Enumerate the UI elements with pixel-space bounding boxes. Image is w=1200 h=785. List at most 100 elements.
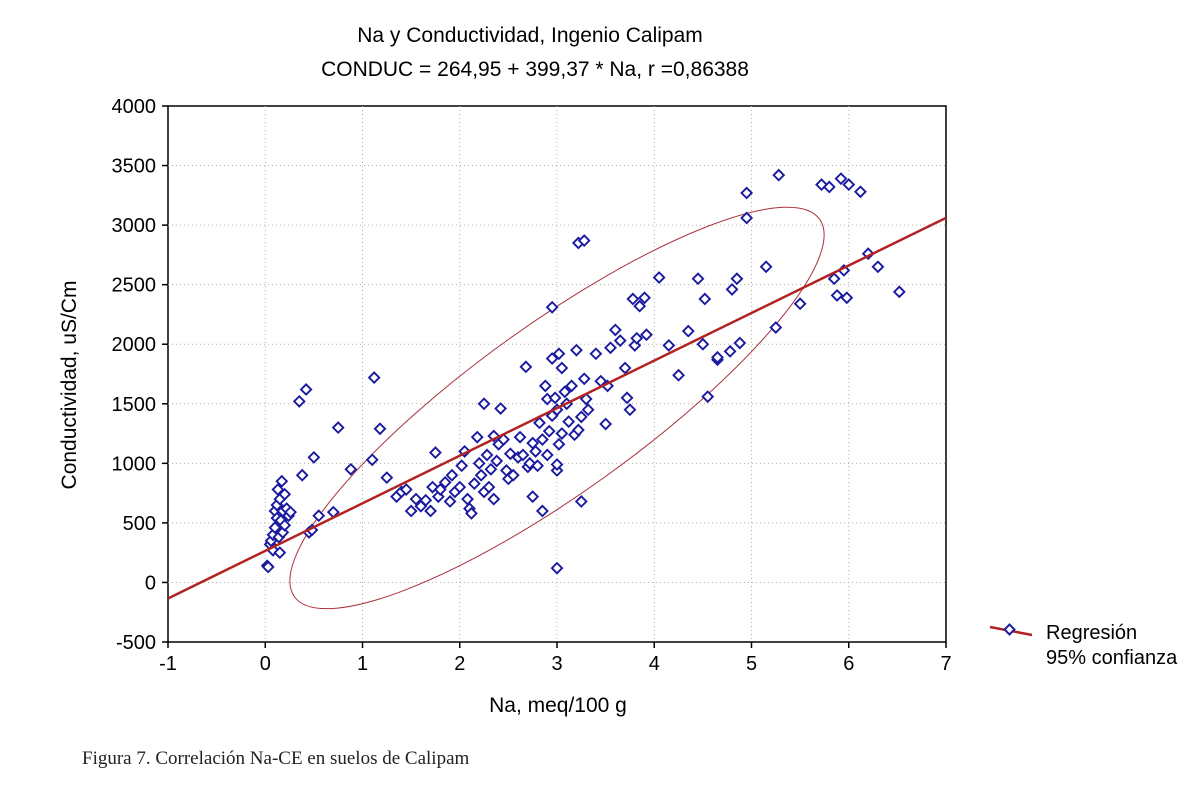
data-point bbox=[698, 292, 712, 306]
x-tick-label: 7 bbox=[940, 653, 951, 675]
data-point bbox=[531, 459, 544, 473]
data-point bbox=[419, 493, 433, 507]
data-point bbox=[769, 321, 783, 334]
y-tick-label: 1000 bbox=[112, 453, 157, 475]
data-point bbox=[701, 390, 715, 404]
y-axis-label: Conductividad, uS/Cm bbox=[58, 281, 81, 490]
data-point bbox=[438, 475, 452, 489]
data-point bbox=[571, 423, 585, 437]
regression-line-layer bbox=[167, 216, 947, 600]
data-point bbox=[540, 392, 554, 406]
grid bbox=[168, 106, 946, 642]
data-point bbox=[529, 444, 543, 458]
data-point bbox=[464, 506, 478, 520]
data-point bbox=[535, 433, 549, 446]
x-tick-label: 3 bbox=[551, 653, 562, 675]
data-point bbox=[871, 260, 885, 274]
data-point bbox=[640, 328, 653, 342]
regression-line bbox=[167, 216, 947, 600]
data-point bbox=[326, 505, 340, 519]
data-point bbox=[723, 344, 737, 358]
data-point bbox=[545, 300, 559, 314]
x-tick-label: -1 bbox=[159, 653, 177, 675]
data-point bbox=[453, 480, 467, 494]
data-point bbox=[620, 391, 634, 405]
data-point bbox=[599, 417, 613, 431]
data-point bbox=[840, 291, 854, 305]
x-axis-label: Na, meq/100 g bbox=[489, 694, 627, 717]
data-point bbox=[542, 424, 556, 438]
data-point bbox=[487, 492, 501, 506]
data-point bbox=[506, 468, 520, 482]
y-tick-label: 3500 bbox=[112, 156, 157, 178]
data-point bbox=[853, 185, 867, 199]
data-point bbox=[613, 334, 627, 348]
chart-title: Na y Conductividad, Ingenio Calipam bbox=[357, 24, 703, 47]
y-tick-label: 2000 bbox=[112, 334, 157, 356]
x-tick-label: 0 bbox=[260, 653, 271, 675]
legend-entry-confianza: 95% confianza bbox=[1046, 647, 1178, 669]
data-point bbox=[461, 492, 474, 506]
y-tick-label: 2500 bbox=[112, 275, 157, 297]
x-tick-label: 2 bbox=[454, 653, 465, 675]
data-point bbox=[344, 462, 358, 476]
confidence-ellipse bbox=[289, 206, 825, 610]
data-point bbox=[652, 271, 666, 284]
data-point bbox=[892, 285, 906, 299]
data-point bbox=[623, 403, 637, 417]
y-tick-label: -500 bbox=[116, 632, 156, 654]
data-point bbox=[626, 292, 640, 306]
data-point bbox=[672, 368, 685, 382]
data-point bbox=[271, 483, 285, 496]
data-point bbox=[562, 415, 576, 429]
data-point bbox=[733, 336, 747, 350]
data-point bbox=[608, 323, 622, 337]
data-points bbox=[260, 168, 906, 575]
data-point bbox=[793, 297, 807, 311]
data-point bbox=[373, 422, 387, 436]
data-point bbox=[467, 477, 481, 491]
data-point bbox=[842, 178, 856, 192]
data-point bbox=[618, 361, 632, 375]
data-point bbox=[630, 331, 644, 345]
data-point bbox=[261, 560, 275, 574]
data-point bbox=[455, 459, 469, 473]
data-point bbox=[278, 487, 292, 501]
data-point bbox=[545, 352, 559, 365]
data-point bbox=[594, 374, 608, 388]
data-point bbox=[633, 299, 647, 313]
data-point bbox=[550, 458, 564, 471]
data-point bbox=[540, 448, 554, 462]
data-point bbox=[399, 483, 413, 496]
data-point bbox=[490, 454, 504, 468]
axis-ticks: -1 0 1 2 3 4 5 6 7 -500 0 500 1000 1500 2000 2500 3000 35… bbox=[112, 96, 952, 675]
data-point bbox=[759, 260, 773, 274]
data-point bbox=[533, 416, 546, 430]
x-tick-label: 4 bbox=[649, 653, 660, 675]
data-point bbox=[429, 446, 442, 460]
data-point bbox=[312, 509, 326, 523]
figure-caption: Figura 7. Correlación Na-CE en suelos de… bbox=[82, 748, 470, 769]
data-point bbox=[307, 450, 321, 464]
data-point bbox=[552, 437, 566, 451]
data-point bbox=[696, 337, 710, 351]
data-point bbox=[535, 504, 549, 518]
y-tick-label: 1500 bbox=[112, 394, 157, 416]
data-point bbox=[472, 456, 486, 470]
data-point bbox=[275, 474, 289, 488]
data-point bbox=[570, 343, 583, 357]
data-point bbox=[834, 172, 848, 186]
x-tick-label: 5 bbox=[746, 653, 757, 675]
y-tick-label: 4000 bbox=[112, 96, 157, 118]
data-point bbox=[581, 403, 595, 417]
data-point bbox=[409, 492, 423, 506]
data-point bbox=[681, 324, 695, 338]
y-tick-label: 0 bbox=[145, 572, 156, 594]
data-point bbox=[367, 371, 381, 385]
data-point bbox=[538, 379, 552, 393]
data-point bbox=[268, 521, 282, 535]
data-point bbox=[299, 383, 313, 396]
data-point bbox=[548, 391, 562, 405]
data-point bbox=[480, 448, 494, 462]
